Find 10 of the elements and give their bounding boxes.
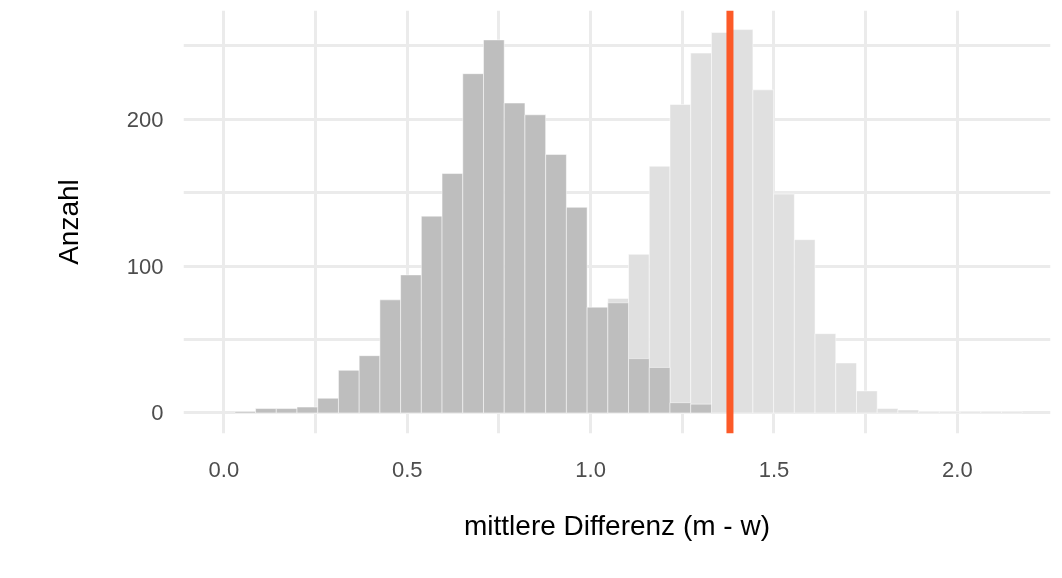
- x-tick-label: 2.0: [942, 456, 973, 482]
- x-tick-label: 0.0: [208, 456, 240, 482]
- y-tick-label: 200: [126, 106, 164, 132]
- x-tick-label: 1.5: [758, 456, 790, 482]
- x-axis-title: mittlere Differenz (m - w): [464, 509, 770, 541]
- x-tick-label: 1.0: [575, 456, 606, 482]
- y-axis-title: Anzahl: [52, 179, 84, 265]
- y-tick-label: 0: [151, 400, 164, 426]
- y-tick-label: 100: [126, 253, 164, 279]
- x-tick-label: 0.5: [391, 456, 423, 482]
